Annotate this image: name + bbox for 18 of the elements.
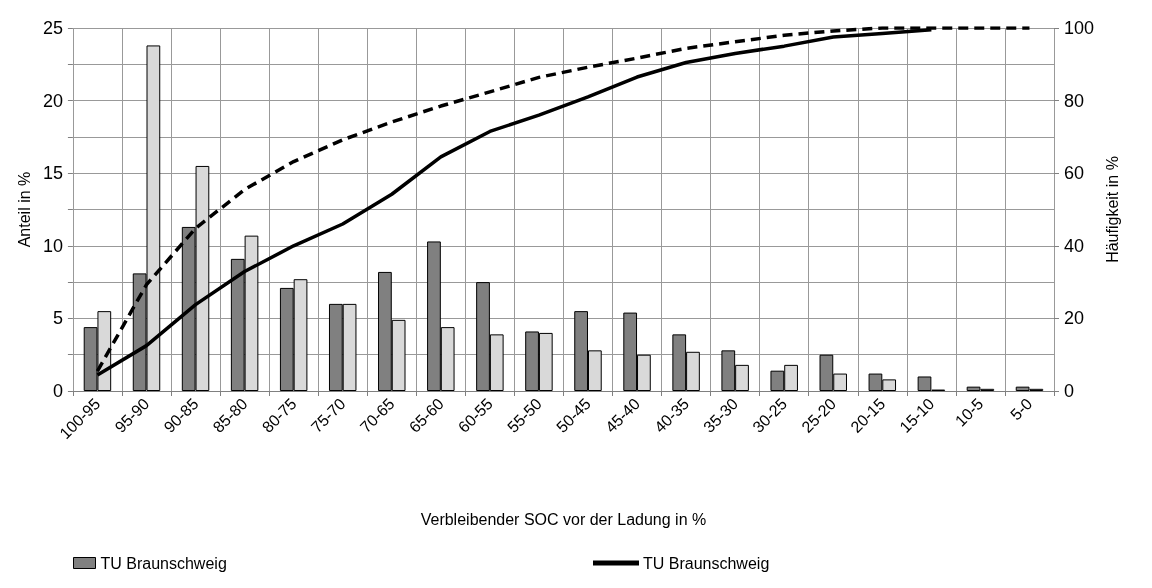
x-tick-label: 5-0 [1007, 394, 1036, 424]
x-axis-title: Verbleibender SOC vor der Ladung in % [420, 510, 707, 528]
y2-axis-title: Häufigkeit in % [1104, 156, 1122, 263]
y2-tick-label: 60 [1064, 163, 1085, 184]
y2-tick-label: 40 [1064, 235, 1085, 256]
y-tick-label: 25 [42, 18, 63, 38]
y-tick-label: 0 [52, 381, 63, 401]
y2-tick-label: 0 [1064, 381, 1075, 401]
legend-label: TU Braunschweig [100, 554, 227, 572]
y-tick-label: 5 [52, 308, 63, 329]
y2-tick-label: 80 [1064, 90, 1085, 111]
y-tick-label: 10 [42, 235, 63, 256]
y2-tick-label: 100 [1064, 18, 1095, 38]
y-axis-title: Anteil in % [15, 171, 33, 248]
y-tick-label: 20 [42, 90, 63, 111]
y-tick-label: 15 [42, 163, 63, 184]
y2-tick-label: 20 [1064, 308, 1085, 329]
legend-label: TU Braunschweig [643, 554, 770, 572]
